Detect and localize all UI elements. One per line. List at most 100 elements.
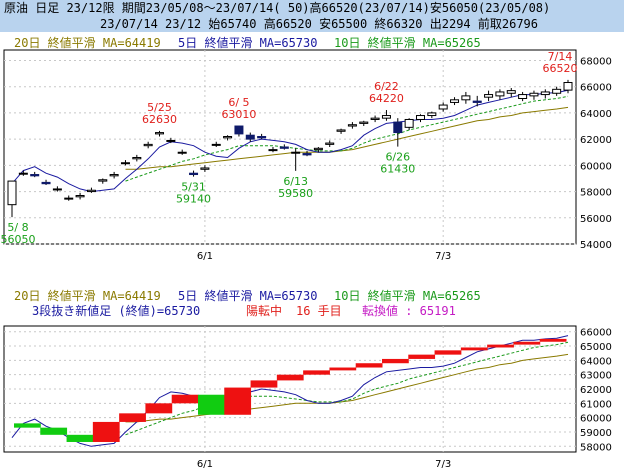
candle-body xyxy=(18,172,28,175)
break-y-tick-label: 63000 xyxy=(580,371,612,382)
candle-body xyxy=(200,167,210,170)
candle-x-tick-label: 6/1 xyxy=(197,251,213,262)
candle-legend-entry: 5日 終値平滑 MA=65730 xyxy=(178,35,317,50)
candle-body xyxy=(166,139,176,142)
candle-body xyxy=(484,94,494,98)
break-y-tick-label: 66000 xyxy=(580,328,612,339)
break-brick xyxy=(14,423,41,428)
candle-body xyxy=(518,94,528,99)
candle-y-tick-label: 58000 xyxy=(580,188,612,199)
candle-body xyxy=(370,117,380,120)
candle-body xyxy=(325,142,335,145)
break-x-tick-label: 7/3 xyxy=(435,459,451,470)
candle-annotation-date: 5/31 xyxy=(181,181,206,194)
break-brick xyxy=(92,421,120,442)
break-ma5-line xyxy=(11,335,569,447)
candle-body xyxy=(257,136,267,139)
candle-annotation-value: 64220 xyxy=(369,92,404,105)
candle-body xyxy=(109,174,119,177)
break-brick xyxy=(460,347,488,351)
candle-body xyxy=(427,112,437,117)
header-summary: 原油 日足 23/12限 期間23/05/08〜23/07/14( 50)高66… xyxy=(4,1,551,15)
candle-body xyxy=(86,189,96,193)
break-brick xyxy=(539,338,567,342)
break-legend-entry: 5日 終値平滑 MA=65730 xyxy=(178,288,317,303)
candle-x-tick-label: 7/3 xyxy=(435,251,451,262)
candle-y-tick-label: 60000 xyxy=(580,161,612,172)
break-info-status: 陽転中 xyxy=(246,303,282,318)
break-info-count: 16 手目 xyxy=(296,304,342,318)
candle-body xyxy=(359,121,369,124)
candle-body xyxy=(529,92,539,97)
break-brick xyxy=(303,370,330,375)
header-latest-bar: 23/07/14 23/12 始65740 高66520 安65500 終663… xyxy=(100,17,539,31)
candle-body xyxy=(438,104,448,110)
break-y-tick-label: 64000 xyxy=(580,356,612,367)
candle-body xyxy=(64,197,74,200)
break-brick xyxy=(276,374,304,381)
candle-body xyxy=(506,90,516,94)
break-brick xyxy=(329,367,357,371)
candle-body xyxy=(472,100,482,103)
candle-body xyxy=(52,188,62,191)
candle-legend-entry: 20日 終値平滑 MA=64419 xyxy=(14,35,161,50)
candle-body xyxy=(30,174,40,177)
break-legend-entry: 10日 終値平滑 MA=65265 xyxy=(334,288,481,303)
candle-body xyxy=(223,136,233,139)
break-brick xyxy=(408,354,436,359)
candle-body xyxy=(245,134,255,140)
candle-body xyxy=(75,195,85,198)
candle-body xyxy=(7,180,17,206)
break-brick xyxy=(145,403,173,414)
chart-header: 原油 日足 23/12限 期間23/05/08〜23/07/14( 50)高66… xyxy=(0,0,624,16)
break-brick xyxy=(198,394,225,415)
candle-body xyxy=(189,172,199,176)
candle-y-tick-label: 54000 xyxy=(580,240,612,251)
break-brick xyxy=(434,350,462,355)
ma20-line xyxy=(125,106,569,170)
candle-body xyxy=(540,91,550,96)
candle-body xyxy=(132,156,142,160)
candle-body xyxy=(211,143,221,146)
break-y-tick-label: 58000 xyxy=(580,442,612,453)
candle-body xyxy=(291,151,301,154)
break-brick xyxy=(382,358,409,364)
candle-body xyxy=(120,162,130,165)
break-info-label: 3段抜き新値足 (終値)=65730 xyxy=(32,303,200,318)
candle-body xyxy=(155,132,165,135)
candle-body xyxy=(268,149,278,152)
break-y-tick-label: 61000 xyxy=(580,399,612,410)
candle-annotation-value: 61430 xyxy=(380,163,415,176)
break-y-tick-label: 59000 xyxy=(580,428,612,439)
break-brick xyxy=(250,380,278,388)
candle-annotation-date: 6/22 xyxy=(374,80,399,93)
break-y-tick-label: 60000 xyxy=(580,414,612,425)
break-brick xyxy=(119,413,146,422)
break-ma10-line xyxy=(125,341,569,436)
candle-body xyxy=(381,115,391,119)
candle-annotation-value: 59140 xyxy=(176,193,211,206)
candle-legend-entry: 10日 終値平滑 MA=65265 xyxy=(334,35,481,50)
candle-body xyxy=(336,129,346,132)
candle-body xyxy=(347,124,357,127)
candle-body xyxy=(234,125,244,135)
candle-annotation-date: 6/13 xyxy=(283,175,308,188)
chart-header-latest: 23/07/14 23/12 始65740 高66520 安65500 終663… xyxy=(0,16,624,32)
candle-body xyxy=(98,179,108,182)
candle-annotation-value: 62630 xyxy=(142,113,177,126)
break-y-tick-label: 62000 xyxy=(580,385,612,396)
break-brick xyxy=(513,341,541,345)
break-x-tick-label: 6/1 xyxy=(197,459,213,470)
candle-body xyxy=(313,147,323,151)
break-brick xyxy=(487,344,514,348)
candle-annotation-value: 59580 xyxy=(278,187,313,200)
candle-y-tick-label: 68000 xyxy=(580,56,612,67)
candle-body xyxy=(302,153,312,156)
candle-annotation-value: 66520 xyxy=(543,62,578,75)
candle-body xyxy=(415,115,425,120)
candle-body xyxy=(563,82,573,91)
break-brick xyxy=(171,394,199,404)
break-info-reversal: 転換値 : 65191 xyxy=(362,303,456,318)
break-ma20-line xyxy=(125,353,569,423)
